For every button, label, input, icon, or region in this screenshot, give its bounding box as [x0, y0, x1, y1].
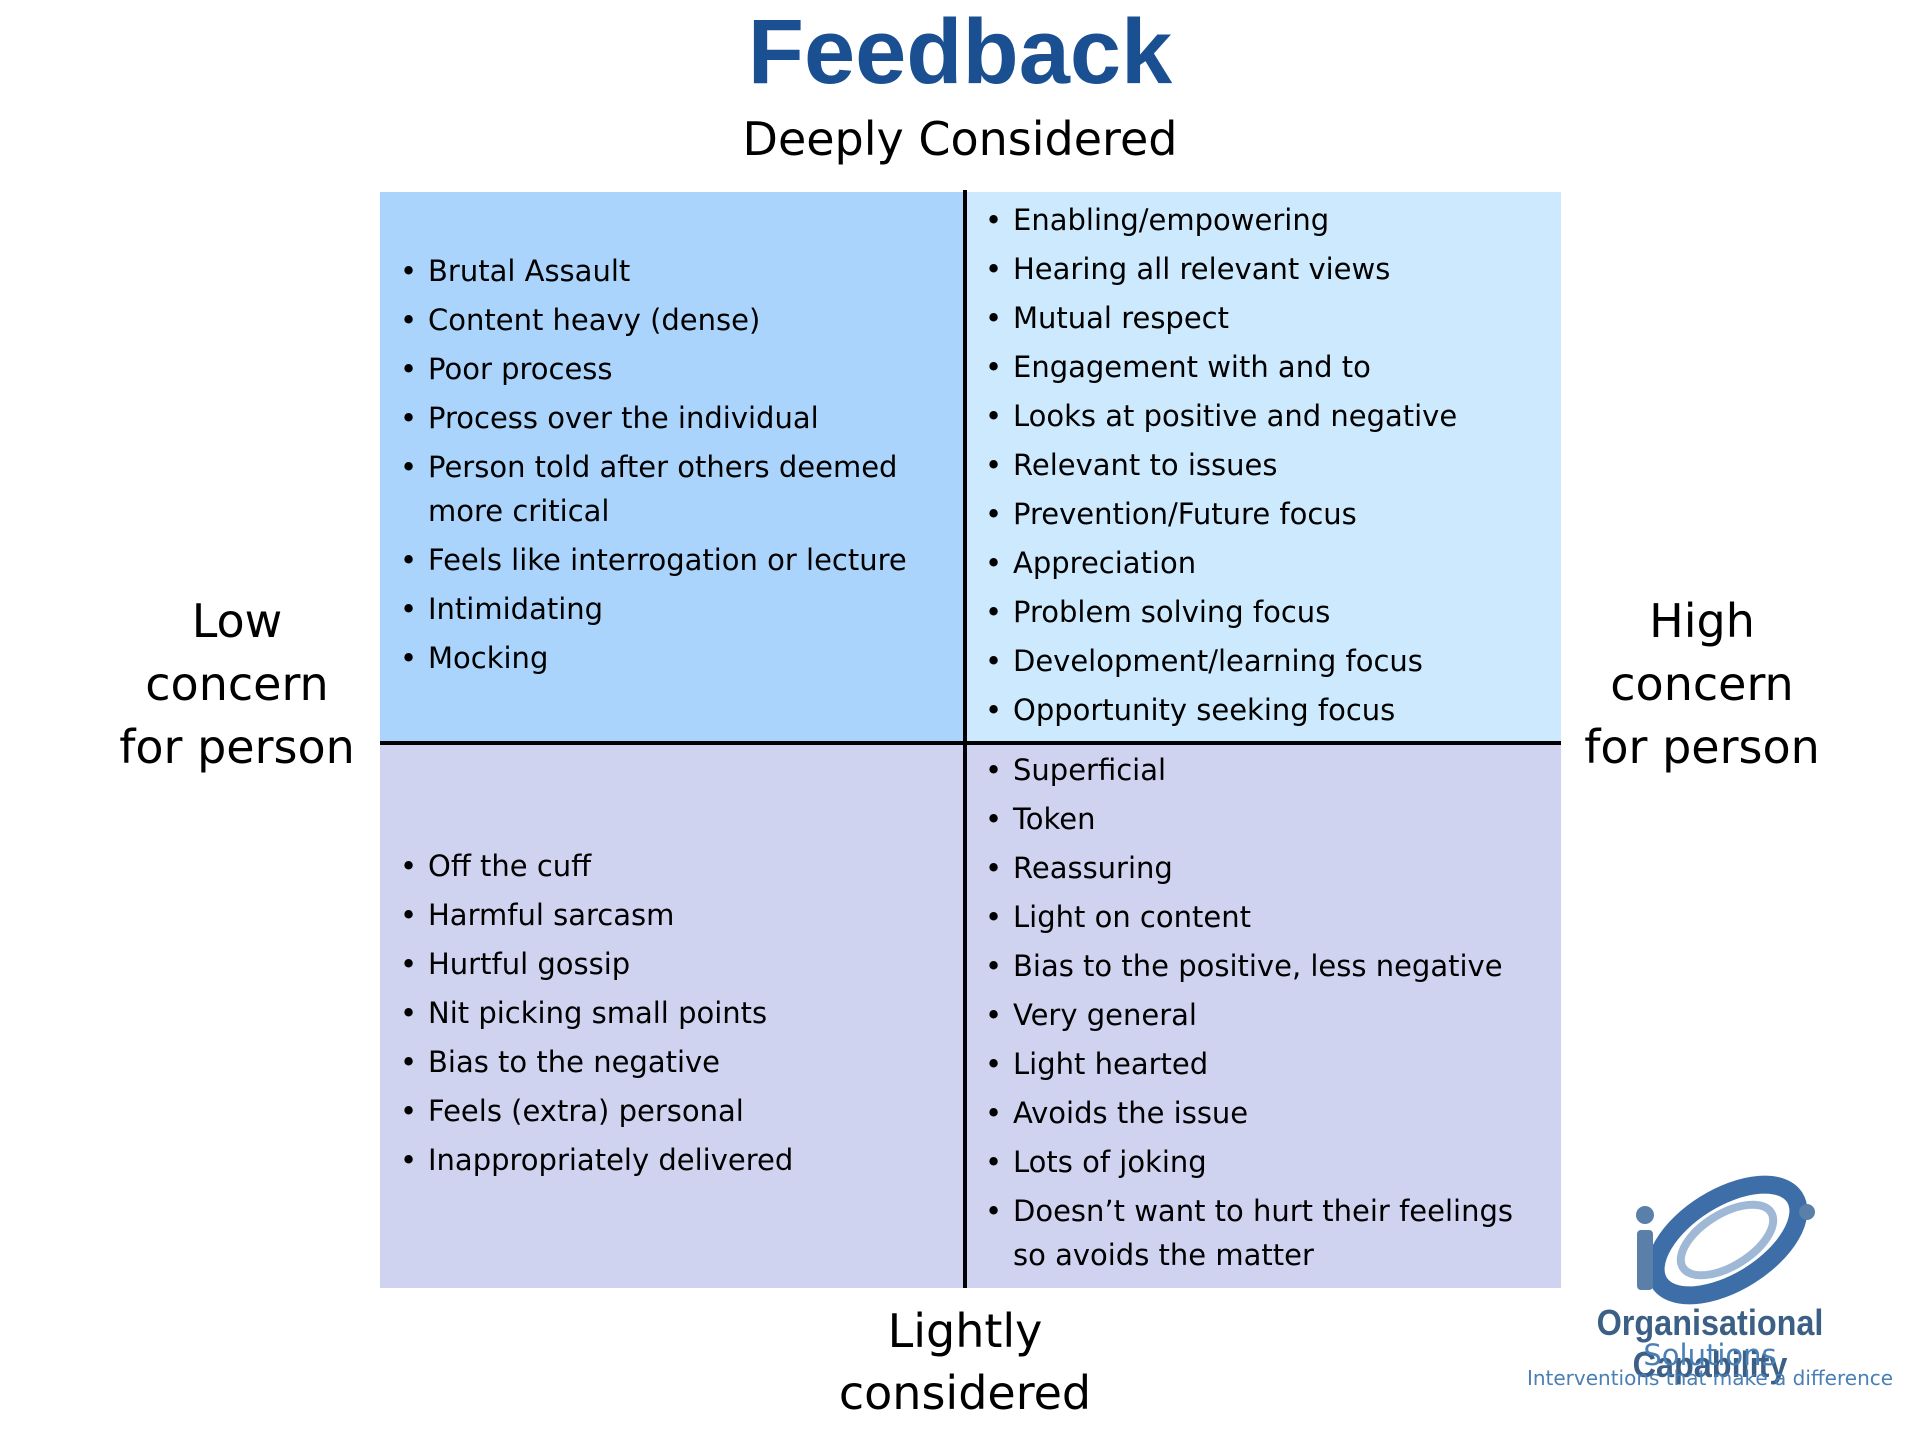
- logo-ring: [1646, 1175, 1808, 1305]
- item-list: Superficial Token Reassuring Light on conte…: [985, 748, 1541, 1282]
- item-list: Brutal Assault Content heavy (dense) Poor …: [400, 249, 945, 685]
- title: Feedback: [747, 1, 1173, 103]
- item-list: Off the cuff Harmful sarcasm Hurtful gossi…: [400, 844, 945, 1187]
- list-item: Looks at positive and negative: [985, 394, 1541, 438]
- top-axis-label: Deeply Considered: [742, 112, 1178, 166]
- list-item: Bias to the positive, less negative: [985, 944, 1541, 988]
- list-item: Very general: [985, 993, 1541, 1037]
- list-item: Appreciation: [985, 541, 1541, 585]
- list-item: Problem solving focus: [985, 590, 1541, 634]
- list-item: Bias to the negative: [400, 1040, 945, 1084]
- list-item: Doesn’t want to hurt their feelings so a…: [985, 1189, 1541, 1277]
- list-item: Person told after others deemed more cri…: [400, 445, 945, 533]
- logo-mark: [1636, 1175, 1815, 1305]
- quadrant: Superficial Token Reassuring Light on conte…: [965, 742, 1561, 1288]
- list-item: Light hearted: [985, 1042, 1541, 1086]
- logo-tagline: Interventions that make a difference: [1526, 1366, 1894, 1390]
- bottom-axis-label: Lightly considered: [838, 1304, 1092, 1420]
- quadrant: Brutal Assault Content heavy (dense) Poor …: [380, 192, 965, 742]
- list-item: Feels (extra) personal: [400, 1089, 945, 1133]
- list-item: Nit picking small points: [400, 991, 945, 1035]
- horizontal-axis: [380, 741, 1561, 745]
- list-item: Token: [985, 797, 1541, 841]
- list-item: Light on content: [985, 895, 1541, 939]
- list-item: Off the cuff: [400, 844, 945, 888]
- item-list: Enabling/empowering Hearing all relevant …: [985, 198, 1541, 737]
- list-item: Opportunity seeking focus: [985, 688, 1541, 732]
- logo-dot: [1636, 1206, 1654, 1224]
- list-item: Prevention/Future focus: [985, 492, 1541, 536]
- list-item: Hearing all relevant views: [985, 247, 1541, 291]
- list-item: Avoids the issue: [985, 1091, 1541, 1135]
- list-item: Brutal Assault: [400, 249, 945, 293]
- list-item: Inappropriately delivered: [400, 1138, 945, 1182]
- list-item: Reassuring: [985, 846, 1541, 890]
- right-axis-label: High concern for person: [1584, 594, 1820, 774]
- list-item: Poor process: [400, 347, 945, 391]
- quadrant: Enabling/empowering Hearing all relevant …: [965, 192, 1561, 742]
- list-item: Mocking: [400, 636, 945, 680]
- logo-ring: [1676, 1200, 1778, 1280]
- list-item: Superficial: [985, 748, 1541, 792]
- list-item: Process over the individual: [400, 396, 945, 440]
- logo-bar: [1637, 1230, 1653, 1290]
- list-item: Hurtful gossip: [400, 942, 945, 986]
- vertical-axis: [963, 190, 967, 1288]
- quadrant: Off the cuff Harmful sarcasm Hurtful gossi…: [380, 742, 965, 1288]
- logo-subname: Solutions: [1643, 1338, 1777, 1372]
- left-axis-label: Low concern for person: [119, 594, 355, 774]
- logo-name: Organisational Capability: [1596, 1302, 1824, 1385]
- list-item: Feels like interrogation or lecture: [400, 538, 945, 582]
- list-item: Content heavy (dense): [400, 298, 945, 342]
- list-item: Mutual respect: [985, 296, 1541, 340]
- list-item: Lots of joking: [985, 1140, 1541, 1184]
- list-item: Enabling/empowering: [985, 198, 1541, 242]
- list-item: Harmful sarcasm: [400, 893, 945, 937]
- list-item: Development/learning focus: [985, 639, 1541, 683]
- list-item: Engagement with and to: [985, 345, 1541, 389]
- list-item: Relevant to issues: [985, 443, 1541, 487]
- logo-dot: [1799, 1204, 1815, 1220]
- list-item: Intimidating: [400, 587, 945, 631]
